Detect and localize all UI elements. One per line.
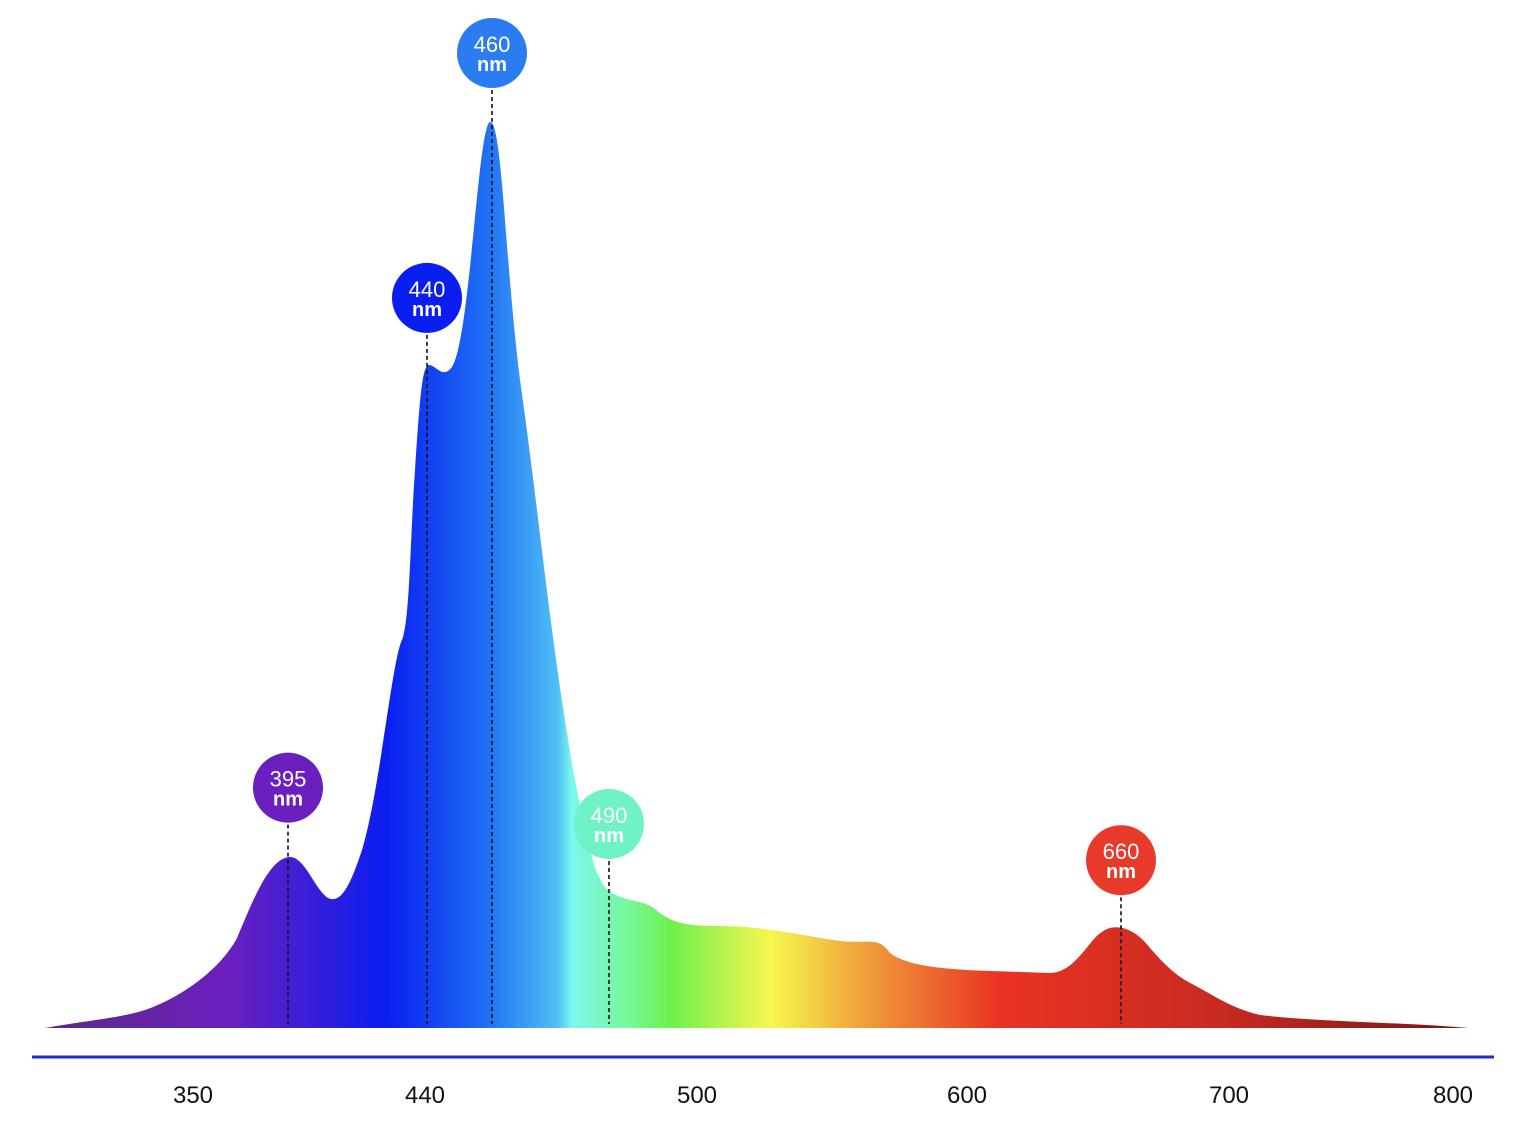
peak-value-label: 440 <box>409 277 446 302</box>
x-tick-label: 800 <box>1433 1082 1473 1109</box>
x-tick-label: 700 <box>1209 1082 1249 1109</box>
peak-value-label: 460 <box>474 32 511 57</box>
spectrum-area <box>45 121 1468 1028</box>
peak-unit-label: nm <box>594 825 624 847</box>
peak-value-label: 660 <box>1103 839 1140 864</box>
peak-badge <box>457 18 527 88</box>
peak-unit-label: nm <box>273 789 303 811</box>
x-tick-label: 500 <box>677 1082 717 1109</box>
x-tick-label: 350 <box>173 1082 213 1109</box>
peak-badge <box>253 752 323 823</box>
x-tick-label: 600 <box>947 1082 987 1109</box>
peak-badge <box>392 262 462 333</box>
peak-value-label: 395 <box>270 767 307 792</box>
peak-value-label: 490 <box>591 803 628 828</box>
peak-badge <box>574 788 644 859</box>
peak-unit-label: nm <box>1106 861 1136 883</box>
peak-badge <box>1086 825 1156 896</box>
peak-unit-label: nm <box>412 299 442 321</box>
x-tick-label: 440 <box>405 1082 445 1109</box>
x-axis-ticks: 350 440 500 600 700 800 <box>173 1082 1473 1109</box>
peak-unit-label: nm <box>477 54 507 76</box>
